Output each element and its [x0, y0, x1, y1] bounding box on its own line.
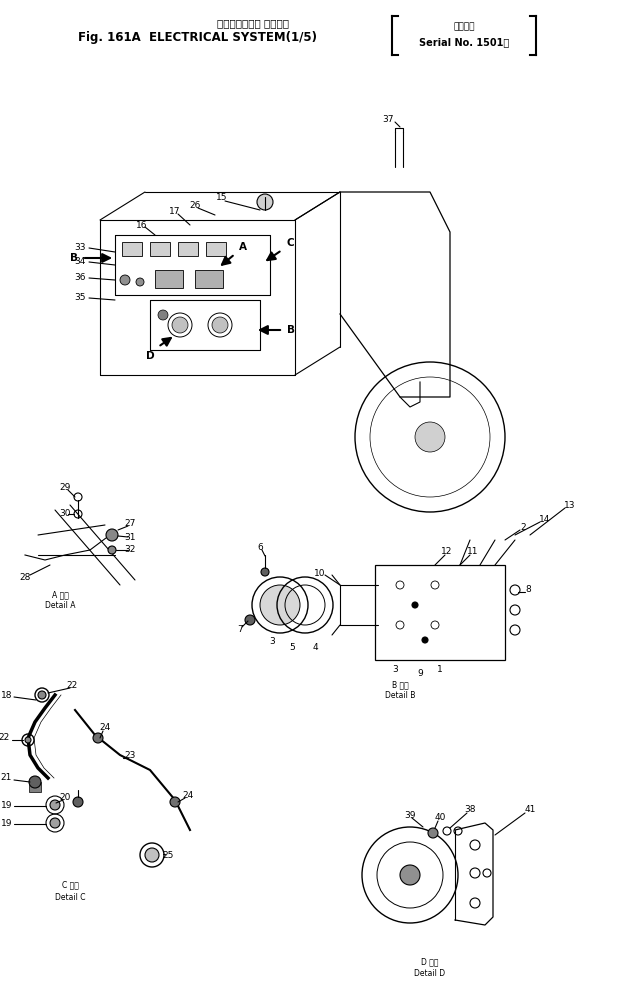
Text: 適用号機: 適用号機: [453, 23, 474, 32]
Text: 41: 41: [524, 805, 536, 814]
Text: D: D: [146, 351, 154, 361]
Text: B: B: [287, 325, 295, 335]
Text: 34: 34: [75, 257, 86, 266]
Text: 14: 14: [539, 516, 551, 525]
Text: 15: 15: [216, 194, 228, 203]
Text: 3: 3: [392, 666, 398, 675]
Text: 18: 18: [1, 691, 12, 700]
Text: 29: 29: [60, 483, 71, 492]
Circle shape: [158, 310, 168, 320]
Bar: [122, 242, 142, 256]
Text: D 詳細: D 詳細: [421, 957, 439, 966]
Text: 25: 25: [162, 851, 174, 860]
Text: 17: 17: [170, 208, 181, 217]
Text: C: C: [286, 238, 294, 248]
Circle shape: [25, 737, 31, 743]
Bar: [178, 242, 198, 256]
Text: A: A: [239, 242, 247, 252]
Circle shape: [400, 865, 420, 885]
Text: 5: 5: [289, 643, 295, 652]
Text: 19: 19: [1, 800, 12, 809]
Circle shape: [212, 317, 228, 333]
Text: Fig. 161A  ELECTRICAL SYSTEM(1/5): Fig. 161A ELECTRICAL SYSTEM(1/5): [78, 32, 317, 45]
Text: 27: 27: [124, 519, 135, 528]
Text: Detail B: Detail B: [385, 692, 415, 701]
Circle shape: [50, 818, 60, 828]
Bar: [29, 782, 41, 792]
Circle shape: [145, 848, 159, 862]
Text: 32: 32: [124, 546, 135, 555]
Text: 7: 7: [237, 625, 243, 634]
Text: 16: 16: [136, 221, 148, 230]
Circle shape: [257, 194, 273, 210]
Circle shape: [170, 797, 180, 807]
Text: 31: 31: [124, 533, 136, 542]
Text: 19: 19: [1, 818, 12, 827]
Text: 22: 22: [66, 681, 78, 690]
Text: 3: 3: [269, 637, 275, 646]
Circle shape: [412, 602, 418, 608]
Text: 39: 39: [404, 810, 415, 819]
Circle shape: [172, 317, 188, 333]
Circle shape: [108, 546, 116, 554]
Text: 12: 12: [442, 548, 453, 557]
Text: 28: 28: [19, 574, 30, 582]
Circle shape: [261, 568, 269, 576]
Text: Serial No. 1501～: Serial No. 1501～: [419, 37, 509, 47]
Circle shape: [415, 422, 445, 452]
Circle shape: [38, 691, 46, 699]
Circle shape: [260, 585, 300, 625]
Text: 37: 37: [383, 115, 394, 124]
Circle shape: [93, 733, 103, 743]
Text: 40: 40: [434, 813, 446, 822]
Circle shape: [50, 800, 60, 810]
Text: 10: 10: [314, 569, 326, 578]
Text: Detail C: Detail C: [55, 893, 85, 902]
Text: Detail A: Detail A: [45, 601, 75, 610]
Text: A 詳細: A 詳細: [52, 590, 68, 599]
Text: 24: 24: [99, 724, 111, 733]
Text: 33: 33: [75, 244, 86, 252]
Circle shape: [428, 828, 438, 838]
Text: 20: 20: [60, 793, 71, 802]
Text: 36: 36: [75, 273, 86, 282]
Bar: [206, 242, 226, 256]
Text: B: B: [70, 253, 78, 263]
Text: 1: 1: [437, 666, 443, 675]
Text: 22: 22: [0, 734, 10, 743]
Text: 13: 13: [564, 501, 576, 510]
Text: 6: 6: [257, 544, 263, 553]
Text: 8: 8: [525, 585, 531, 594]
Text: 26: 26: [189, 201, 201, 210]
Text: 23: 23: [124, 750, 135, 759]
Bar: [195, 270, 223, 288]
Text: B 詳細: B 詳細: [392, 681, 409, 690]
Text: 38: 38: [465, 805, 476, 814]
Circle shape: [73, 797, 83, 807]
Bar: [150, 242, 170, 256]
Bar: [155, 270, 183, 288]
Text: C 詳細: C 詳細: [61, 881, 78, 890]
Text: 11: 11: [467, 548, 479, 557]
Text: 30: 30: [59, 510, 71, 519]
Circle shape: [136, 278, 144, 286]
Circle shape: [245, 615, 255, 625]
Text: 24: 24: [183, 790, 194, 799]
Text: 9: 9: [417, 669, 423, 678]
Text: 21: 21: [1, 773, 12, 782]
Text: 2: 2: [520, 524, 526, 533]
Text: 35: 35: [75, 293, 86, 302]
Circle shape: [120, 275, 130, 285]
Text: エレクトリカル システム: エレクトリカル システム: [217, 18, 289, 28]
Text: Detail D: Detail D: [414, 969, 445, 978]
Circle shape: [106, 529, 118, 541]
Bar: [375, 565, 505, 660]
Circle shape: [29, 776, 41, 788]
Text: 4: 4: [312, 643, 318, 652]
Circle shape: [422, 637, 428, 643]
